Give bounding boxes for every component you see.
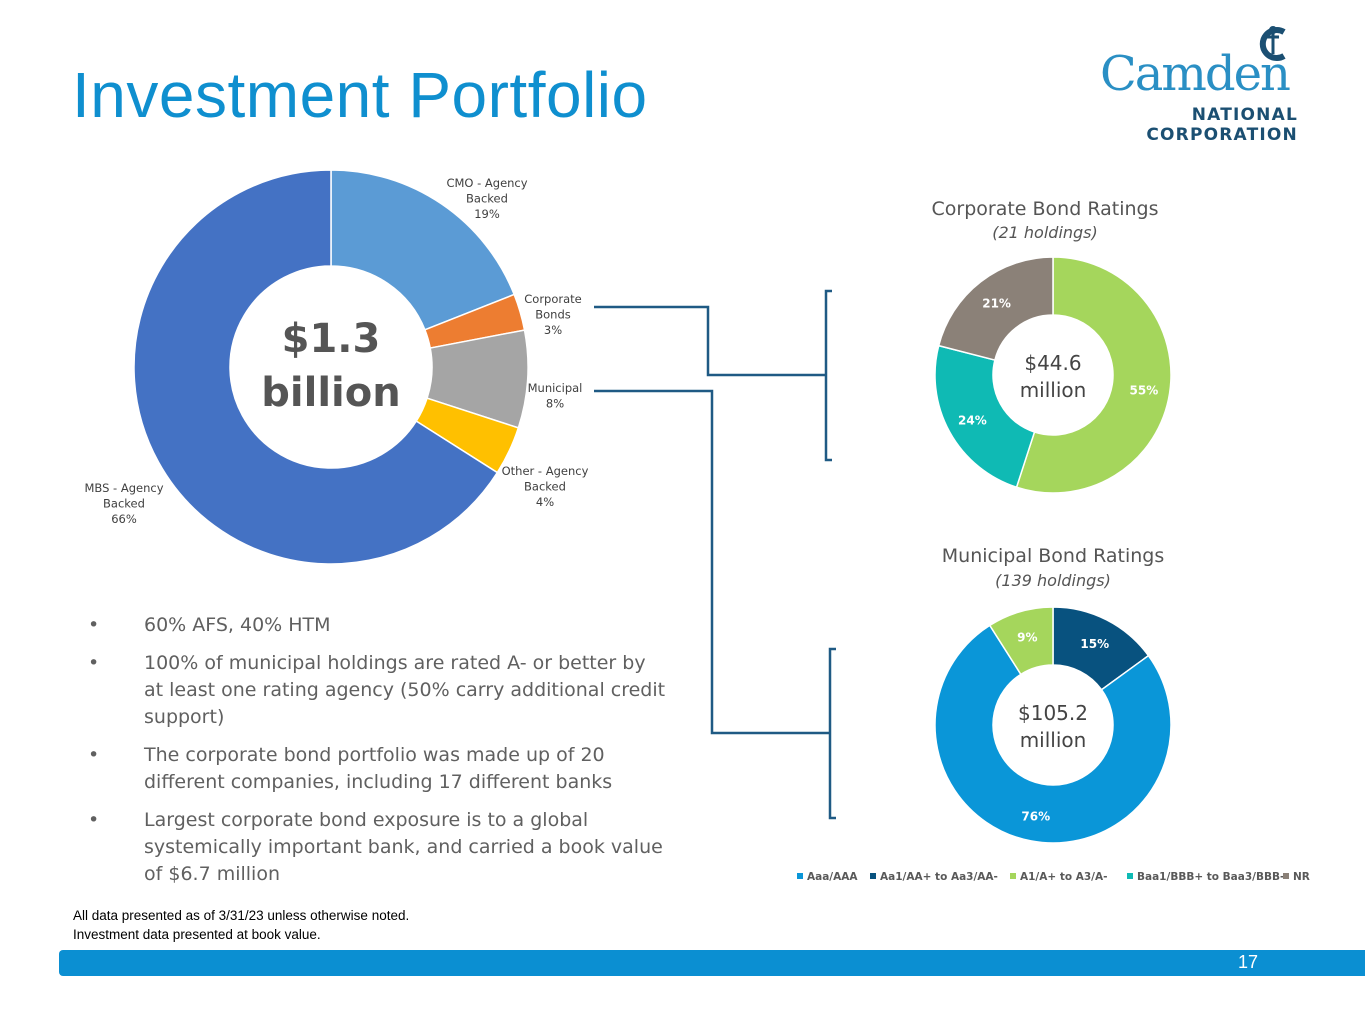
corporate-data-label-a1-a-to-a3-a: 55% [1130,383,1159,397]
portfolio-center-line-2: billion [261,370,400,416]
corporate-chart-subtitle: (21 holdings) [992,223,1098,242]
footnote-line-2: Investment data presented at book value. [73,927,321,942]
ratings-legend: Aaa/AAA Aa1/AA+ to Aa3/AA- A1/A+ to A3/A- B… [797,871,1310,883]
corporate-connector [594,305,826,377]
footnote: All data presented as of 3/31/23 unless … [73,906,409,944]
footnote-line-1: All data presented as of 3/31/23 unless … [73,908,410,923]
municipal-center-line-2: million [1020,728,1087,752]
portfolio-label-cmo-agency-backed: CMO - Agency Backed 19% [446,176,527,221]
connector-lines [594,289,836,820]
bullet-municipal-rating: 100% of municipal holdings are rated A- … [88,650,668,731]
page-title: Investment Portfolio [72,59,648,131]
legend-label-aa1-aa-to-aa3-aa: Aa1/AA+ to Aa3/AA- [880,871,998,883]
footer-bar [59,950,1365,976]
municipal-data-label-a1-a-to-a3-a: 9% [1017,631,1037,645]
logo-wordmark: Camden [1100,46,1291,102]
legend-label-a1-a-to-a3-a: A1/A+ to A3/A- [1020,871,1108,883]
corporate-center-line-2: million [1020,378,1087,402]
legend-swatch-nr [1283,873,1289,879]
legend-label-aaa-aaa: Aaa/AAA [807,871,858,883]
portfolio-label-municipal: Municipal 8% [528,381,583,411]
municipal-chart-title: Municipal Bond Ratings [942,545,1164,567]
legend-swatch-baa1-bbb-to-baa3-bbb [1127,873,1133,879]
portfolio-label-corporate-bonds: Corporate Bonds 3% [524,292,582,337]
corporate-data-label-baa1-bbb-to-baa3-bbb: 24% [958,413,987,427]
corporate-slice-baa1-bbb-to-baa3-bbb [934,344,1036,489]
portfolio-center-line-1: $1.3 [282,316,381,362]
legend-label-baa1-bbb-to-baa3-bbb: Baa1/BBB+ to Baa3/BBB- [1137,871,1284,883]
municipal-slice-aaa-aaa [934,624,1172,844]
municipal-bracket [828,647,836,820]
municipal-connector [594,389,830,735]
key-points-list: 60% AFS, 40% HTM 100% of municipal holdi… [88,612,668,899]
bullet-afs-htm: 60% AFS, 40% HTM [88,612,668,639]
company-logo: Camden NATIONAL CORPORATION [1098,24,1308,149]
portfolio-slice-mbs-agency-backed [133,169,499,565]
municipal-slice-a1-a-to-a3-a [988,606,1054,676]
corporate-center-line-1: $44.6 [1024,351,1081,375]
bullet-largest-exposure: Largest corporate bond exposure is to a … [88,807,668,888]
legend-swatch-aa1-aa-to-aa3-aa [870,873,876,879]
municipal-data-label-aaa-aaa: 76% [1021,809,1050,823]
portfolio-label-mbs-agency-backed: MBS - Agency Backed 66% [84,481,163,526]
portfolio-donut-chart [133,169,529,565]
corporate-bracket [824,289,832,462]
municipal-data-label-aa1-aa-to-aa3-aa: 15% [1080,637,1109,651]
corporate-ratings-donut: 55% 24% 21% [934,256,1172,494]
municipal-ratings-donut: 15% 76% 9% [934,606,1172,844]
corporate-chart-title: Corporate Bond Ratings [932,198,1159,220]
municipal-center-line-1: $105.2 [1018,701,1088,725]
portfolio-label-other-agency-backed: Other - Agency Backed 4% [502,464,589,509]
page-number: 17 [1238,952,1259,972]
corporate-data-label-nr: 21% [982,296,1011,310]
logo-line-2: CORPORATION [1146,125,1298,145]
legend-label-nr: NR [1293,871,1310,883]
bullet-corporate-companies: The corporate bond portfolio was made up… [88,742,668,796]
portfolio-slice-cmo-agency-backed [330,169,516,331]
portfolio-donut-labels: CMO - Agency Backed 19% Corporate Bonds 3% Mun… [84,176,588,526]
corporate-slice-nr [937,256,1054,361]
legend-swatch-a1-a-to-a3-a [1010,873,1016,879]
logo-line-1: NATIONAL [1191,105,1298,125]
municipal-chart-subtitle: (139 holdings) [995,571,1111,590]
anchor-icon [1259,26,1286,61]
corporate-slice-a1-a-to-a3-a [1015,256,1172,494]
legend-swatch-aaa-aaa [797,873,803,879]
